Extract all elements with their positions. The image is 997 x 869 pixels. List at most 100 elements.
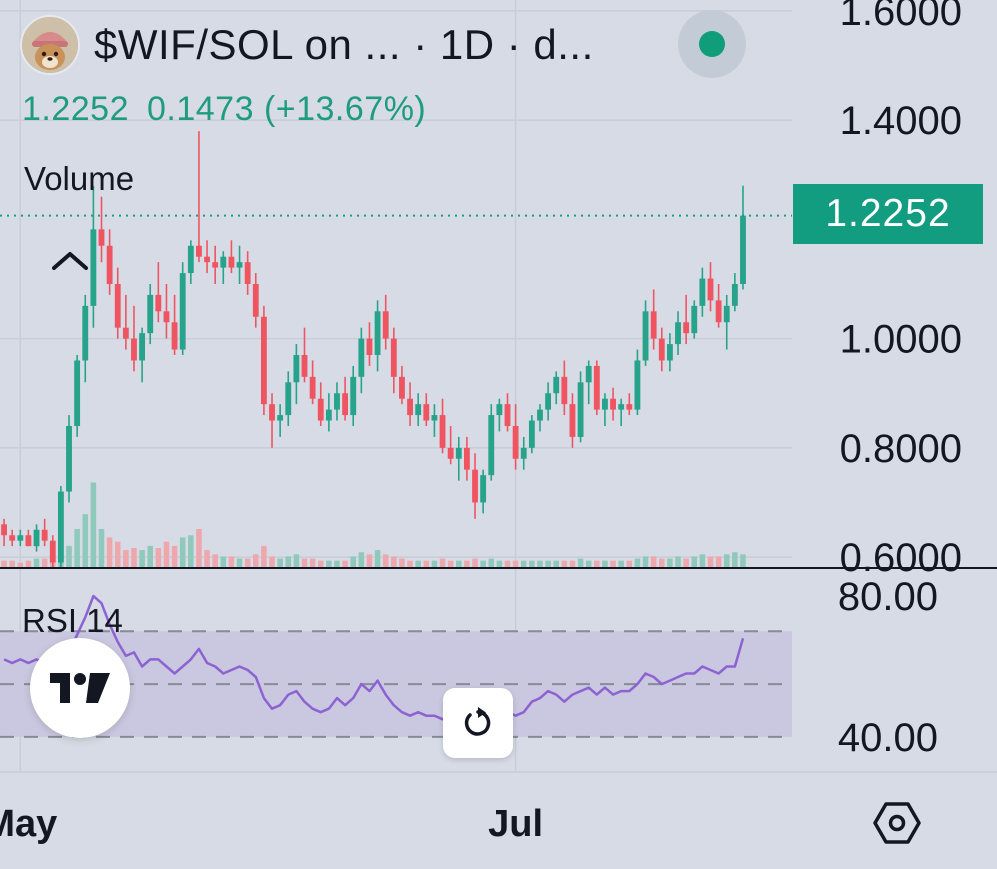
live-dot-icon xyxy=(699,31,725,57)
time-axis-label: May xyxy=(0,803,57,845)
price-axis-label: 0.8000 xyxy=(840,427,962,471)
volume-bar xyxy=(634,558,641,567)
candle xyxy=(528,415,535,454)
candle xyxy=(163,284,170,339)
candle-body xyxy=(179,273,186,350)
candle xyxy=(675,311,681,355)
candle-body xyxy=(25,535,32,547)
live-status-indicator xyxy=(678,10,746,78)
candle-body xyxy=(740,215,746,284)
candle xyxy=(228,240,235,274)
rsi-axis-label: 80.00 xyxy=(838,575,938,619)
reset-chart-button[interactable] xyxy=(443,688,513,758)
candle xyxy=(390,327,397,394)
candle-body xyxy=(731,284,738,306)
candle-body xyxy=(658,338,665,361)
candle xyxy=(82,294,89,383)
rsi-line-group xyxy=(3,594,745,732)
candle xyxy=(602,393,608,426)
candle xyxy=(74,355,81,437)
candle xyxy=(650,289,657,350)
time-axis-label: Jul xyxy=(488,803,543,845)
candle-body xyxy=(650,311,657,339)
candle xyxy=(41,518,48,547)
candle xyxy=(699,267,706,317)
rsi-label: RSI 14 xyxy=(22,602,123,639)
candle xyxy=(325,393,332,432)
candle-body xyxy=(350,376,357,416)
candle-body xyxy=(691,305,698,334)
volume-bar xyxy=(577,558,584,567)
candle-body xyxy=(277,415,284,421)
chart-header: $WIF/SOL on ... · 1D · d... xyxy=(20,14,594,76)
price-change: 0.1473 (+13.67%) xyxy=(147,90,427,128)
volume-bar xyxy=(33,558,40,567)
candle xyxy=(561,360,568,416)
candle-body xyxy=(399,376,405,399)
candle xyxy=(293,344,300,405)
candle-body xyxy=(415,404,422,416)
candle-body xyxy=(122,327,129,339)
candle xyxy=(593,360,600,416)
price-axis-label: 1.4000 xyxy=(840,99,962,143)
candle xyxy=(666,333,673,372)
candle-body xyxy=(610,398,616,410)
volume-bar xyxy=(659,558,665,567)
candle xyxy=(431,404,438,437)
price-axis-label: 1.0000 xyxy=(840,318,962,362)
candle-body xyxy=(496,404,503,416)
volume-bar xyxy=(610,560,616,567)
volume-bar xyxy=(431,560,438,567)
volume-bar xyxy=(114,541,121,567)
candle-body xyxy=(626,404,633,410)
candle-body xyxy=(301,355,308,377)
candle-body xyxy=(439,415,446,448)
candle xyxy=(472,453,478,519)
candle xyxy=(488,404,495,481)
volume-bar xyxy=(391,556,397,567)
volume-bar xyxy=(106,537,113,567)
candle-body xyxy=(463,447,470,470)
volume-bar xyxy=(179,537,186,567)
token-avatar-icon[interactable] xyxy=(20,15,80,75)
volume-bar xyxy=(626,560,633,567)
candle-body xyxy=(17,535,24,541)
candle xyxy=(187,240,194,284)
candle-body xyxy=(675,322,681,345)
price-summary: 1.2252 0.1473 (+13.67%) xyxy=(22,90,426,129)
symbol-title[interactable]: $WIF/SOL on ... · 1D · d... xyxy=(94,21,594,68)
settings-button[interactable] xyxy=(872,798,922,848)
candle-body xyxy=(602,398,608,410)
volume-bar xyxy=(155,548,162,567)
volume-bar xyxy=(439,558,446,567)
candle-body xyxy=(57,491,64,563)
candle xyxy=(480,469,487,514)
candle xyxy=(139,327,146,383)
candle-body xyxy=(537,409,543,421)
candle-body xyxy=(504,404,511,426)
volume-bar xyxy=(147,545,153,567)
volume-bar xyxy=(301,558,308,567)
candle-body xyxy=(520,447,527,459)
candle xyxy=(66,415,72,503)
volume-bar xyxy=(456,560,462,567)
volume-bar xyxy=(707,556,714,567)
volume-bar xyxy=(358,552,365,567)
candle-body xyxy=(155,294,162,312)
volume-bar xyxy=(261,545,267,567)
collapse-button[interactable] xyxy=(48,240,92,280)
candle xyxy=(285,371,292,426)
volume-bar xyxy=(196,529,202,567)
candle xyxy=(90,185,97,328)
volume-bar xyxy=(594,560,600,567)
candle-body xyxy=(480,475,487,503)
candles xyxy=(1,131,746,568)
volume-bars xyxy=(1,482,746,567)
tradingview-logo-icon[interactable] xyxy=(30,638,130,738)
volume-bar xyxy=(269,556,275,567)
volume-bar xyxy=(25,560,32,567)
candle-body xyxy=(366,338,373,355)
rsi-axis-label: 40.00 xyxy=(838,716,938,760)
candle xyxy=(131,305,137,372)
